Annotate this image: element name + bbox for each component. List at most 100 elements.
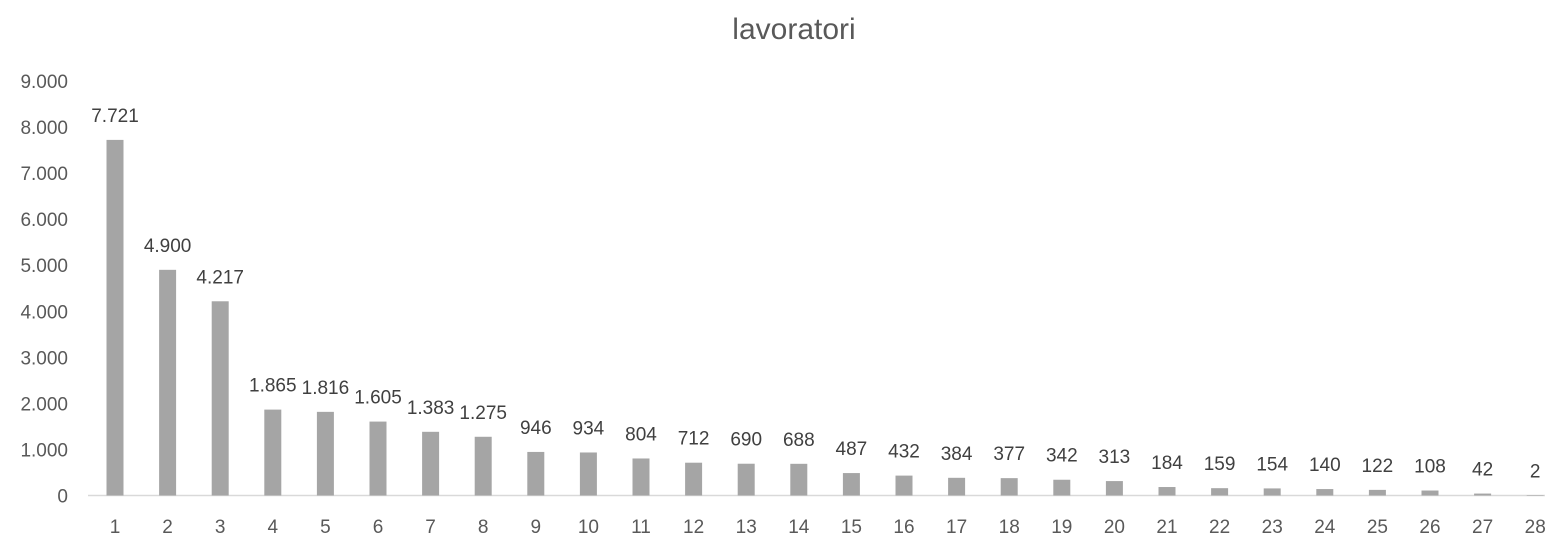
bar [1105, 481, 1123, 496]
bar-value-label: 313 [1099, 447, 1131, 468]
x-tick-label: 19 [1051, 517, 1072, 536]
x-tick-label: 8 [478, 517, 489, 536]
bar [1263, 488, 1281, 496]
bar [1368, 489, 1386, 496]
bar-value-label: 384 [941, 444, 973, 465]
x-tick-label: 6 [373, 517, 384, 536]
bar-value-label: 1.816 [302, 378, 350, 399]
y-axis-ticks: 0 1.000 2.000 3.000 4.000 5.000 6.000 7.000 8.00… [20, 72, 68, 508]
bar-value-label: 1.275 [459, 403, 507, 424]
bar-value-label: 4.900 [144, 236, 192, 257]
bar [106, 139, 124, 496]
bar [211, 301, 229, 496]
bar [579, 452, 597, 496]
bar-value-label: 377 [993, 444, 1025, 465]
x-tick-label: 5 [320, 517, 331, 536]
x-tick-label: 24 [1314, 517, 1336, 536]
bar-value-label: 487 [836, 439, 868, 460]
x-tick-label: 15 [841, 517, 862, 536]
y-tick-label: 8.000 [20, 118, 68, 139]
x-tick-label: 16 [893, 517, 914, 536]
y-tick-label: 6.000 [20, 210, 68, 231]
bar-value-label: 4.217 [196, 267, 244, 288]
bars [106, 139, 1544, 496]
x-tick-label: 17 [946, 517, 967, 536]
x-tick-label: 2 [162, 517, 173, 536]
bar-value-label: 804 [625, 424, 657, 445]
bar [1474, 493, 1492, 496]
bar [1211, 488, 1229, 496]
y-tick-label: 7.000 [20, 164, 68, 185]
bar [895, 475, 913, 496]
bar [422, 431, 440, 496]
x-tick-label: 23 [1262, 517, 1283, 536]
bar [474, 436, 492, 496]
x-tick-label: 18 [999, 517, 1020, 536]
x-tick-label: 12 [683, 517, 704, 536]
bar-value-label: 1.605 [354, 388, 402, 409]
x-tick-label: 1 [110, 517, 121, 536]
bar-value-label: 690 [730, 430, 762, 451]
bar-value-label: 934 [573, 418, 605, 439]
x-tick-label: 25 [1367, 517, 1388, 536]
bar-value-label: 154 [1256, 454, 1288, 475]
x-tick-label: 27 [1472, 517, 1493, 536]
y-tick-label: 4.000 [20, 302, 68, 323]
bar-value-label: 1.383 [407, 398, 455, 419]
bar [842, 473, 860, 496]
x-tick-label: 13 [736, 517, 757, 536]
chart-title: lavoratori [732, 13, 855, 46]
bar [1316, 489, 1334, 496]
bar [1053, 479, 1071, 496]
y-tick-label: 3.000 [20, 348, 68, 369]
x-axis-ticks: 1 2 3 4 5 6 7 8 9 10 11 12 13 14 15 16 17 18 19 20 21 22 23 24 2… [110, 517, 1545, 536]
x-tick-label: 4 [268, 517, 279, 536]
bar [1158, 487, 1176, 496]
bar [527, 451, 545, 496]
bar-value-label: 140 [1309, 455, 1341, 476]
x-tick-label: 14 [788, 517, 810, 536]
bar-value-label: 1.865 [249, 376, 297, 397]
bar-value-label: 7.721 [91, 106, 139, 127]
x-tick-label: 7 [425, 517, 436, 536]
bar [369, 421, 387, 496]
y-tick-label: 1.000 [20, 440, 68, 461]
y-tick-label: 5.000 [20, 256, 68, 277]
bar [685, 462, 703, 496]
bar-value-label: 2 [1530, 461, 1541, 482]
x-tick-label: 20 [1104, 517, 1125, 536]
bar [264, 409, 282, 496]
bar [948, 477, 966, 496]
y-tick-label: 0 [57, 487, 68, 508]
bar-value-label: 159 [1204, 454, 1236, 475]
x-tick-label: 9 [531, 517, 542, 536]
x-tick-label: 28 [1525, 517, 1545, 536]
bar-value-label: 184 [1151, 453, 1183, 474]
bar [737, 463, 755, 496]
y-tick-label: 9.000 [20, 72, 68, 93]
x-tick-label: 10 [578, 517, 599, 536]
bar [159, 269, 177, 496]
bar [316, 411, 334, 496]
x-tick-label: 26 [1419, 517, 1440, 536]
bar-value-label: 42 [1472, 460, 1493, 481]
bar [1421, 490, 1439, 496]
x-tick-label: 3 [215, 517, 226, 536]
x-tick-label: 11 [631, 517, 651, 536]
bar-value-label: 946 [520, 418, 552, 439]
bar-value-label: 688 [783, 430, 815, 451]
bar [1000, 478, 1018, 496]
bar [790, 463, 808, 496]
bar [632, 458, 650, 496]
x-tick-label: 21 [1156, 517, 1177, 536]
bar [1526, 495, 1544, 496]
bar-value-label: 342 [1046, 446, 1078, 467]
bar-value-label: 108 [1414, 457, 1446, 478]
x-tick-label: 22 [1209, 517, 1230, 536]
bar-value-label: 122 [1362, 456, 1394, 477]
bar-value-label: 712 [678, 429, 710, 450]
bar-value-label: 432 [888, 442, 920, 463]
y-tick-label: 2.000 [20, 394, 68, 415]
